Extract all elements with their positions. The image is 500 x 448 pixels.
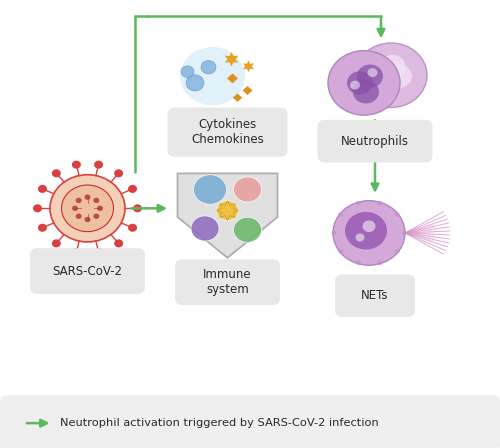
Circle shape (94, 214, 100, 219)
Circle shape (128, 224, 137, 232)
Circle shape (72, 248, 81, 256)
Circle shape (94, 198, 100, 203)
Circle shape (76, 214, 82, 219)
Circle shape (350, 81, 360, 90)
Polygon shape (227, 73, 238, 83)
FancyBboxPatch shape (335, 274, 415, 317)
Circle shape (72, 161, 81, 169)
FancyBboxPatch shape (30, 248, 145, 294)
Circle shape (94, 161, 103, 169)
Circle shape (38, 224, 47, 232)
Circle shape (356, 233, 364, 241)
Circle shape (181, 66, 194, 78)
Circle shape (38, 185, 47, 193)
Circle shape (374, 69, 400, 92)
Circle shape (395, 249, 400, 254)
Circle shape (133, 204, 142, 212)
Text: Neutrophil activation triggered by SARS-CoV-2 infection: Neutrophil activation triggered by SARS-… (60, 418, 379, 428)
Circle shape (191, 216, 219, 241)
Circle shape (72, 206, 78, 211)
Circle shape (94, 248, 103, 256)
Circle shape (357, 65, 383, 88)
Polygon shape (224, 52, 238, 66)
Circle shape (128, 185, 137, 193)
Text: NETs: NETs (361, 289, 389, 302)
Circle shape (194, 175, 226, 204)
Polygon shape (216, 201, 238, 220)
Circle shape (333, 201, 405, 265)
FancyBboxPatch shape (175, 259, 280, 305)
Circle shape (380, 55, 406, 78)
Circle shape (76, 198, 82, 203)
Circle shape (332, 231, 336, 235)
Circle shape (52, 239, 61, 247)
Circle shape (368, 68, 378, 77)
Circle shape (356, 201, 360, 205)
Circle shape (362, 220, 376, 232)
Circle shape (338, 212, 343, 217)
Circle shape (97, 206, 103, 211)
Polygon shape (233, 94, 242, 102)
Polygon shape (242, 86, 252, 95)
Circle shape (201, 60, 216, 74)
Circle shape (402, 231, 406, 235)
Circle shape (114, 169, 123, 177)
Text: Immune
system: Immune system (203, 268, 252, 296)
Circle shape (33, 204, 42, 212)
Circle shape (378, 261, 382, 265)
Circle shape (338, 249, 343, 254)
Circle shape (216, 201, 238, 220)
Circle shape (234, 177, 262, 202)
Text: SARS-CoV-2: SARS-CoV-2 (52, 264, 122, 278)
FancyBboxPatch shape (0, 395, 500, 448)
Circle shape (378, 201, 382, 205)
Circle shape (353, 80, 379, 103)
Circle shape (114, 239, 123, 247)
Circle shape (395, 212, 400, 217)
Circle shape (328, 51, 400, 115)
Circle shape (52, 169, 61, 177)
Circle shape (234, 217, 262, 242)
FancyBboxPatch shape (318, 120, 432, 162)
Circle shape (355, 43, 427, 108)
Text: Neutrophils: Neutrophils (341, 134, 409, 148)
Circle shape (356, 261, 360, 265)
Circle shape (180, 47, 245, 105)
Circle shape (50, 175, 125, 242)
Circle shape (386, 65, 412, 88)
Circle shape (345, 212, 387, 250)
Circle shape (186, 75, 204, 91)
Polygon shape (243, 60, 254, 72)
Circle shape (347, 71, 373, 95)
Circle shape (84, 217, 90, 222)
Circle shape (84, 194, 90, 200)
Polygon shape (178, 173, 278, 258)
FancyBboxPatch shape (168, 108, 288, 157)
Circle shape (62, 185, 114, 232)
Text: Cytokines
Chemokines: Cytokines Chemokines (191, 118, 264, 146)
